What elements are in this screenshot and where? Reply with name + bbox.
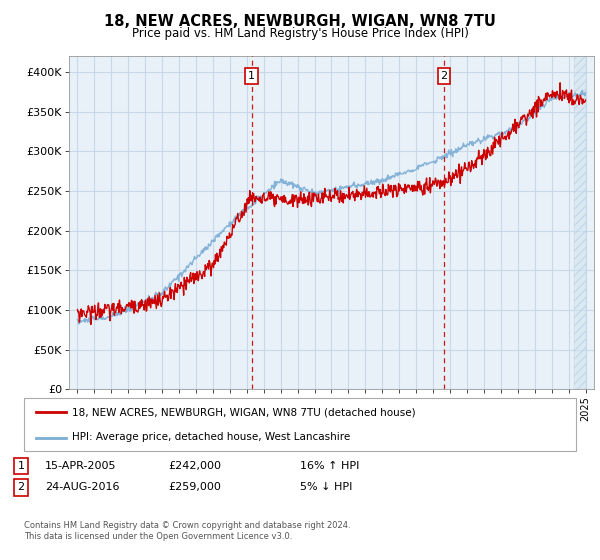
Text: This data is licensed under the Open Government Licence v3.0.: This data is licensed under the Open Gov… <box>24 532 292 541</box>
Text: £259,000: £259,000 <box>168 482 221 492</box>
Text: 1: 1 <box>17 461 25 471</box>
Text: 18, NEW ACRES, NEWBURGH, WIGAN, WN8 7TU (detached house): 18, NEW ACRES, NEWBURGH, WIGAN, WN8 7TU … <box>72 408 416 418</box>
Text: 24-AUG-2016: 24-AUG-2016 <box>45 482 119 492</box>
Text: 1: 1 <box>248 71 255 81</box>
Text: 15-APR-2005: 15-APR-2005 <box>45 461 116 471</box>
Text: 2: 2 <box>17 482 25 492</box>
Text: £242,000: £242,000 <box>168 461 221 471</box>
Text: Price paid vs. HM Land Registry's House Price Index (HPI): Price paid vs. HM Land Registry's House … <box>131 27 469 40</box>
Text: Contains HM Land Registry data © Crown copyright and database right 2024.: Contains HM Land Registry data © Crown c… <box>24 521 350 530</box>
Text: 18, NEW ACRES, NEWBURGH, WIGAN, WN8 7TU: 18, NEW ACRES, NEWBURGH, WIGAN, WN8 7TU <box>104 14 496 29</box>
Text: 5% ↓ HPI: 5% ↓ HPI <box>300 482 352 492</box>
Text: 16% ↑ HPI: 16% ↑ HPI <box>300 461 359 471</box>
Text: 2: 2 <box>440 71 448 81</box>
Text: HPI: Average price, detached house, West Lancashire: HPI: Average price, detached house, West… <box>72 432 350 442</box>
